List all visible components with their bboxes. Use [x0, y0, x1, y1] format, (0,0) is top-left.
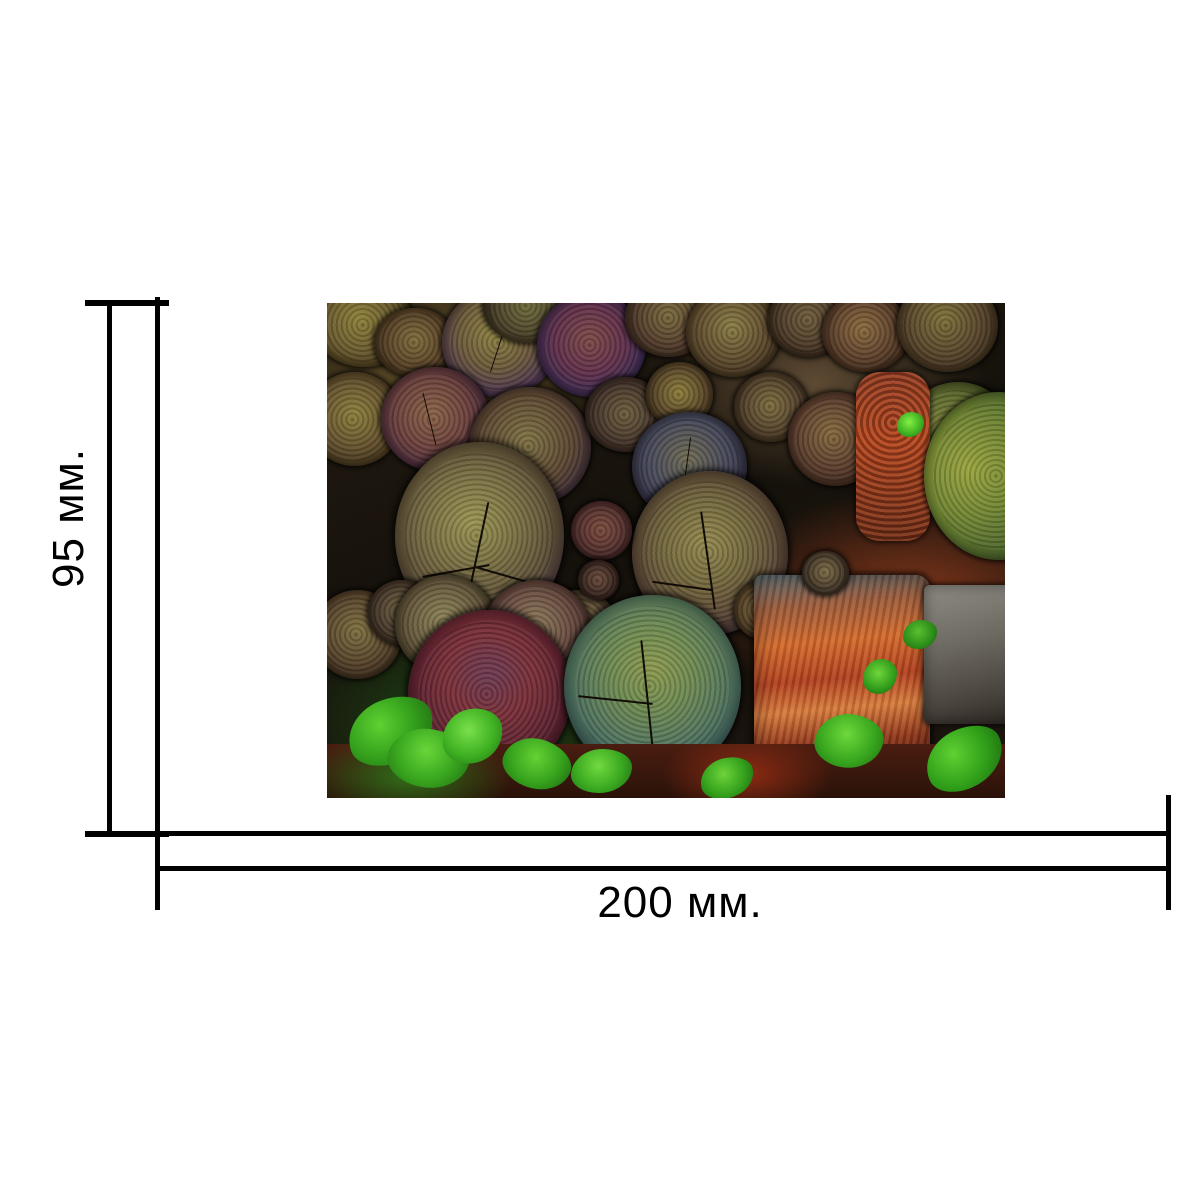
log-bark-red-texture — [855, 372, 931, 541]
width-dimension-line — [157, 866, 1170, 871]
photo-inner — [327, 303, 1005, 798]
width-dimension-left-cap — [155, 831, 160, 910]
extension-line-left — [155, 297, 160, 910]
leaf-sprig — [896, 411, 924, 437]
width-dimension-right-cap — [1166, 831, 1171, 910]
log-block-grey — [923, 585, 1005, 724]
width-dimension-label: 200 мм. — [597, 878, 763, 927]
height-dimension-label: 95 мм. — [44, 448, 93, 588]
log-disc-small — [801, 550, 850, 596]
log-disc — [537, 303, 646, 398]
height-dimension-line — [107, 300, 112, 834]
log-disc — [374, 307, 456, 378]
log-disc — [571, 501, 633, 561]
log-disc — [381, 367, 490, 472]
product-photo — [327, 303, 1005, 798]
leaf-sprig — [862, 659, 897, 695]
log-disc-small — [577, 560, 619, 600]
height-dimension-top-cap — [85, 300, 169, 306]
log-disc — [821, 303, 911, 373]
height-dimension-bottom-cap — [85, 831, 169, 837]
width-dimension-upper-rule — [157, 831, 1170, 836]
log-disc — [686, 303, 782, 378]
log-disc — [733, 372, 809, 442]
